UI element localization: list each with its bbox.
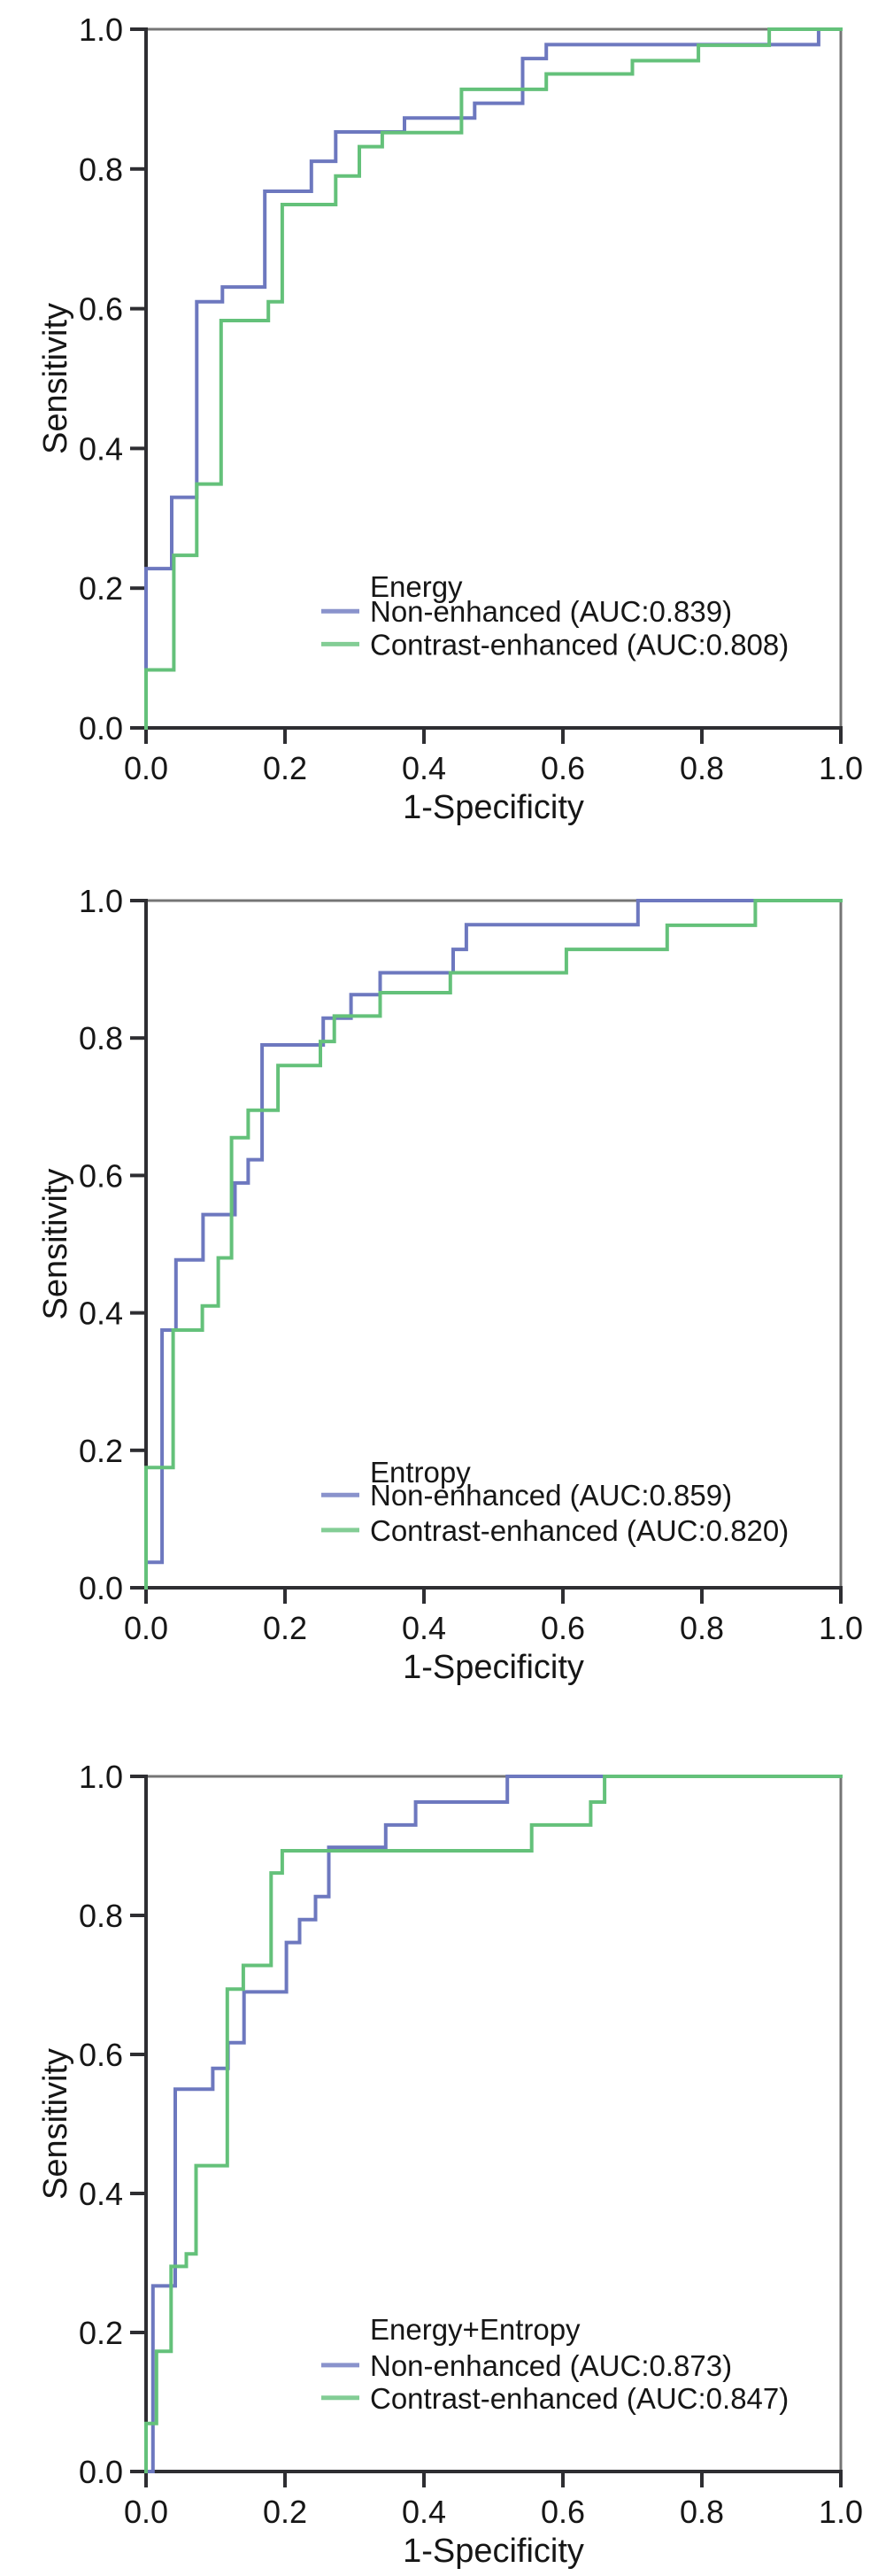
x-tick-label: 0.2: [263, 1610, 307, 1646]
y-tick-label: 0.6: [79, 291, 123, 328]
legend-label-contrast_enhanced: Contrast-enhanced (AUC:0.820): [370, 1514, 789, 1547]
y-tick-label: 1.0: [79, 12, 123, 48]
x-tick-label: 1.0: [819, 750, 863, 786]
y-tick-label: 0.8: [79, 1898, 123, 1934]
x-tick-label: 0.6: [541, 750, 585, 786]
y-axis-label: Sensitivity: [37, 1168, 74, 1319]
y-tick-label: 0.4: [79, 1296, 123, 1332]
x-tick-label: 0.6: [541, 1610, 585, 1646]
x-tick-label: 0.8: [680, 750, 724, 786]
roc-curve-contrast_enhanced: [144, 899, 843, 1590]
y-axis-label: Sensitivity: [37, 2048, 74, 2200]
y-tick-label: 0.0: [79, 710, 123, 746]
y-tick-label: 0.2: [79, 2315, 123, 2351]
x-tick-label: 0.2: [263, 2494, 307, 2530]
roc-curve-contrast_enhanced: [144, 1775, 843, 2473]
legend-title: Energy: [370, 570, 463, 603]
x-tick-label: 0.6: [541, 2494, 585, 2530]
x-tick-label: 0.4: [402, 1610, 446, 1646]
x-tick-label: 0.0: [124, 750, 168, 786]
roc-curve-contrast_enhanced: [144, 27, 843, 730]
y-tick-label: 0.4: [79, 430, 123, 467]
x-tick-label: 0.8: [680, 2494, 724, 2530]
y-tick-label: 0.6: [79, 1157, 123, 1194]
legend-label-non_enhanced: Non-enhanced (AUC:0.839): [370, 595, 732, 628]
y-tick-label: 0.6: [79, 2037, 123, 2073]
y-tick-label: 1.0: [79, 883, 123, 919]
x-tick-label: 0.0: [124, 2494, 168, 2530]
y-tick-label: 0.0: [79, 1570, 123, 1606]
legend-label-contrast_enhanced: Contrast-enhanced (AUC:0.808): [370, 628, 789, 661]
legend-title: Entropy: [370, 1456, 471, 1489]
x-axis-label: 1-Specificity: [403, 789, 584, 826]
x-tick-label: 0.0: [124, 1610, 168, 1646]
y-tick-label: 0.2: [79, 570, 123, 607]
roc-plot-energy: 0.0 0.2 0.4 0.6 0.8 1.0 0.0 0.2 0.4 0.6 0.8 1.0 1-Sp…: [37, 12, 863, 826]
legend-label-non_enhanced: Non-enhanced (AUC:0.873): [370, 2349, 732, 2382]
legend-label-non_enhanced: Non-enhanced (AUC:0.859): [370, 1479, 732, 1512]
roc-curve-non_enhanced: [144, 1775, 843, 2473]
x-tick-label: 0.8: [680, 1610, 724, 1646]
y-tick-label: 0.4: [79, 2176, 123, 2212]
y-tick-label: 0.2: [79, 1433, 123, 1469]
y-tick-label: 0.8: [79, 151, 123, 188]
roc-plot-energy-entropy: 0.0 0.2 0.4 0.6 0.8 1.0 0.0 0.2 0.4 0.6 0.8 1.0 1-Sp…: [37, 1759, 863, 2570]
roc-chart-energy-entropy: 0.0 0.2 0.4 0.6 0.8 1.0 0.0 0.2 0.4 0.6 0.8 1.0 1-Sp…: [0, 1718, 878, 2576]
x-axis-label: 1-Specificity: [403, 2533, 584, 2570]
roc-chart-entropy: 0.0 0.2 0.4 0.6 0.8 1.0 0.0 0.2 0.4 0.6 0.8 1.0 1-Sp…: [0, 859, 878, 1718]
y-tick-label: 0.0: [79, 2454, 123, 2490]
x-tick-label: 1.0: [819, 1610, 863, 1646]
x-tick-label: 0.4: [402, 2494, 446, 2530]
x-tick-label: 0.2: [263, 750, 307, 786]
roc-curve-non_enhanced: [144, 899, 843, 1590]
legend-title: Energy+Entropy: [370, 2313, 581, 2346]
y-tick-label: 1.0: [79, 1759, 123, 1795]
x-axis-label: 1-Specificity: [403, 1649, 584, 1686]
x-tick-label: 1.0: [819, 2494, 863, 2530]
y-tick-label: 0.8: [79, 1020, 123, 1056]
roc-plot-entropy: 0.0 0.2 0.4 0.6 0.8 1.0 0.0 0.2 0.4 0.6 0.8 1.0 1-Sp…: [37, 883, 863, 1686]
y-axis-label: Sensitivity: [37, 303, 74, 454]
roc-chart-energy: 0.0 0.2 0.4 0.6 0.8 1.0 0.0 0.2 0.4 0.6 0.8 1.0 1-Sp…: [0, 0, 878, 859]
x-tick-label: 0.4: [402, 750, 446, 786]
legend-label-contrast_enhanced: Contrast-enhanced (AUC:0.847): [370, 2382, 789, 2415]
